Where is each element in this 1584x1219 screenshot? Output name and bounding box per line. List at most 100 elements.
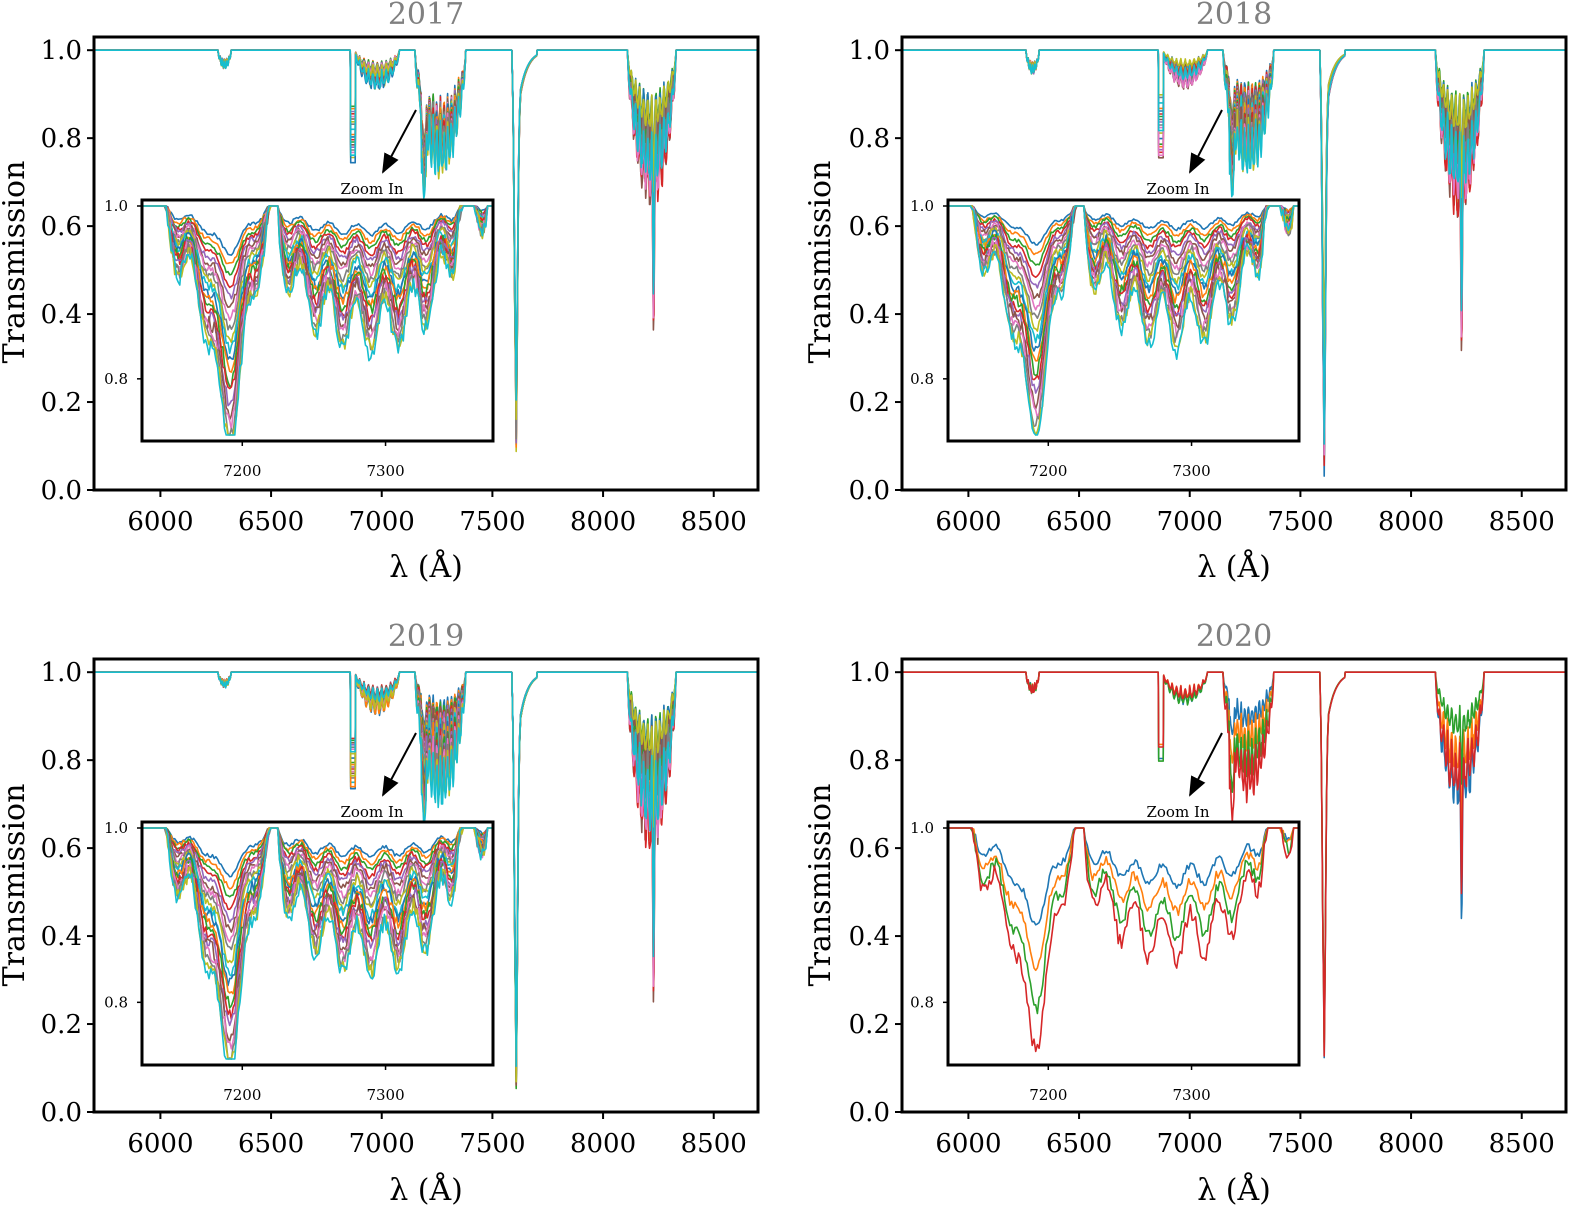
y-tick-label: 1.0: [41, 658, 82, 688]
inset-x-tick-label: 7200: [223, 462, 261, 480]
inset-series-line: [948, 205, 1299, 436]
inset-series-line: [142, 827, 493, 890]
y-tick-label: 0.2: [849, 1010, 890, 1040]
inset-y-tick-label: 0.8: [104, 370, 128, 388]
inset-series-line: [142, 205, 493, 256]
x-tick-label: 7500: [459, 1129, 525, 1159]
x-axis-label: λ (Å): [1197, 1172, 1271, 1208]
inset-y-tick-label: 0.8: [910, 370, 934, 388]
inset-background: [948, 822, 1299, 1065]
inset-tick-group: 7200 7300 0.8 1.0: [104, 819, 405, 1104]
y-tick-label: 0.0: [849, 1098, 890, 1128]
inset-x-tick-label: 7300: [1172, 462, 1210, 480]
inset-series-line: [948, 205, 1299, 256]
zoom-label: Zoom In: [1146, 803, 1209, 821]
inset-frame: [140, 198, 495, 443]
y-tick-label: 0.8: [41, 746, 82, 776]
inset-series-line: [142, 205, 493, 276]
inset-series-group: [948, 827, 1299, 1053]
y-tick-label: 0.6: [41, 212, 82, 242]
y-tick-label: 0.2: [849, 388, 890, 418]
panel-2018: 2018 6000 6500 7000 7500 8000 8500 0.0 0.2 0.4 0.…: [803, 0, 1568, 585]
y-axis-label: Transmission: [803, 161, 838, 364]
inset-series-line: [142, 827, 493, 878]
x-tick-label: 8500: [681, 1129, 747, 1159]
tick-group: 6000 6500 7000 7500 8000 8500 0.0 0.2 0.4 0.6 0.8 1…: [41, 658, 747, 1159]
zoom-label: Zoom In: [340, 803, 403, 821]
inset-y-tick-label: 1.0: [910, 197, 934, 215]
inset-series-line: [948, 827, 1299, 1053]
x-tick-label: 8000: [1378, 1129, 1444, 1159]
panel-2017: 2017 6000 6500 7000 7500 8000 8500 0.0 0.2 0.4 0.…: [0, 0, 760, 585]
y-axis-label: Transmission: [803, 784, 838, 987]
series-line: [901, 671, 1567, 1057]
zoom-arrow: [1189, 109, 1223, 174]
y-axis-label: Transmission: [0, 161, 32, 364]
series-line: [93, 49, 759, 401]
axes-frame: [92, 35, 760, 492]
panel-title: 2017: [388, 0, 464, 32]
inset-tick-group: 7200 7300 0.8 1.0: [910, 197, 1211, 480]
x-tick-label: 6000: [127, 1129, 193, 1159]
inset-series-line: [142, 205, 493, 289]
x-tick-label: 8500: [681, 507, 747, 537]
x-tick-label: 8000: [570, 1129, 636, 1159]
x-tick-label: 8000: [570, 507, 636, 537]
inset: 7200 7300 0.8 1.0: [910, 819, 1301, 1104]
y-tick-label: 0.2: [41, 1010, 82, 1040]
inset-y-tick-label: 1.0: [910, 819, 934, 837]
y-tick-label: 0.0: [41, 1098, 82, 1128]
x-axis-label: λ (Å): [389, 1172, 463, 1208]
inset-series-group: [142, 827, 493, 1060]
inset-frame: [140, 820, 495, 1067]
x-tick-label: 6000: [935, 1129, 1001, 1159]
tick-group: 6000 6500 7000 7500 8000 8500 0.0 0.2 0.4 0.6 0.8 1…: [849, 36, 1555, 537]
x-tick-label: 7000: [349, 1129, 415, 1159]
axes-frame: [900, 35, 1568, 492]
x-tick-label: 7000: [1157, 1129, 1223, 1159]
inset-series-line: [948, 205, 1299, 344]
zoom-label: Zoom In: [1146, 180, 1209, 198]
x-tick-label: 6500: [1046, 507, 1112, 537]
x-tick-label: 6000: [127, 507, 193, 537]
inset-y-tick-label: 0.8: [910, 993, 934, 1011]
y-tick-label: 1.0: [849, 36, 890, 66]
y-tick-label: 1.0: [41, 36, 82, 66]
inset-series-line: [142, 827, 493, 1060]
inset-series-line: [948, 827, 1299, 926]
y-tick-label: 0.4: [41, 922, 82, 952]
y-tick-label: 0.6: [849, 212, 890, 242]
inset-series-line: [142, 827, 493, 911]
zoom-arrow: [382, 732, 417, 797]
inset: 7200 7300 0.8 1.0: [104, 197, 495, 480]
inset-series-group: [142, 205, 493, 436]
series-line: [901, 49, 1567, 445]
axes-frame: [900, 657, 1568, 1114]
panel-title: 2018: [1196, 0, 1272, 32]
inset-x-tick-label: 7200: [223, 1086, 261, 1104]
inset-x-tick-label: 7300: [366, 462, 404, 480]
x-tick-label: 6000: [935, 507, 1001, 537]
inset-x-tick-label: 7300: [366, 1086, 404, 1104]
y-axis-label: Transmission: [0, 784, 32, 987]
inset-x-tick-label: 7300: [1172, 1086, 1210, 1104]
panel-title: 2019: [388, 619, 464, 654]
x-tick-label: 6500: [1046, 1129, 1112, 1159]
panel-2019: 2019 6000 6500 7000 7500 8000 8500 0.0 0.2 0.4 0.…: [0, 619, 760, 1208]
x-tick-label: 7500: [1267, 1129, 1333, 1159]
inset-y-tick-label: 0.8: [104, 993, 128, 1011]
y-tick-label: 0.4: [41, 300, 82, 330]
zoom-arrow: [1189, 732, 1223, 797]
series-group: [93, 49, 759, 453]
inset-y-tick-label: 1.0: [104, 819, 128, 837]
series-group: [901, 49, 1567, 477]
x-tick-label: 7000: [1157, 507, 1223, 537]
y-tick-label: 0.2: [41, 388, 82, 418]
inset-series-group: [948, 205, 1299, 436]
x-tick-label: 6500: [238, 507, 304, 537]
x-axis-label: λ (Å): [389, 549, 463, 585]
zoom-label: Zoom In: [340, 180, 403, 198]
tick-group: 6000 6500 7000 7500 8000 8500 0.0 0.2 0.4 0.6 0.8 1…: [849, 658, 1555, 1159]
y-tick-label: 0.4: [849, 300, 890, 330]
y-tick-label: 0.8: [849, 746, 890, 776]
